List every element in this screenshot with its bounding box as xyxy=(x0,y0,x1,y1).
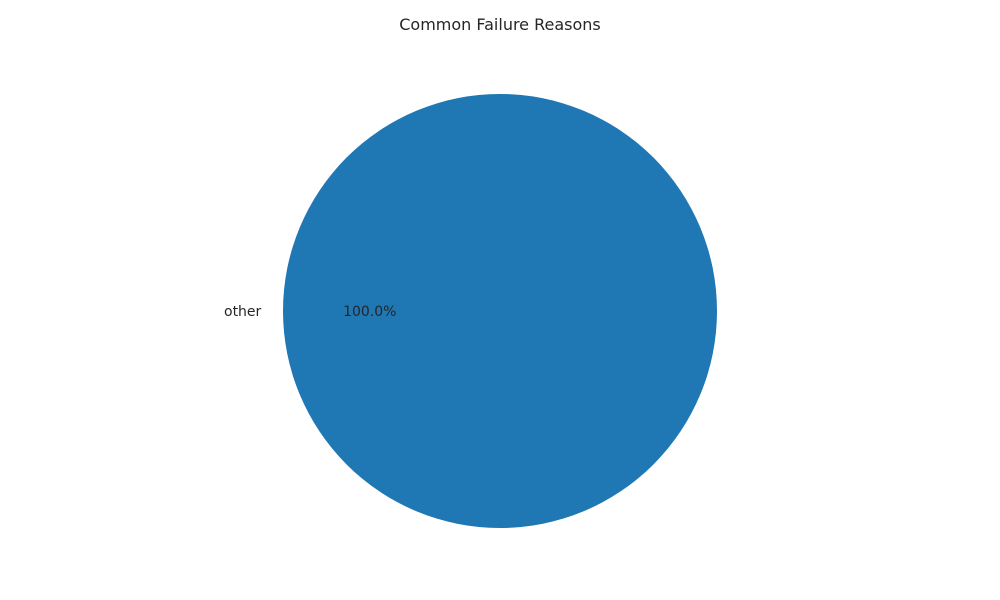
slice-label-other: other xyxy=(224,304,262,320)
chart-title: Common Failure Reasons xyxy=(399,15,601,34)
pie-slice-other xyxy=(283,94,717,528)
pie-slices xyxy=(283,94,717,528)
pie-labels: other 100.0% xyxy=(224,304,396,320)
slice-percent-other: 100.0% xyxy=(343,304,396,320)
